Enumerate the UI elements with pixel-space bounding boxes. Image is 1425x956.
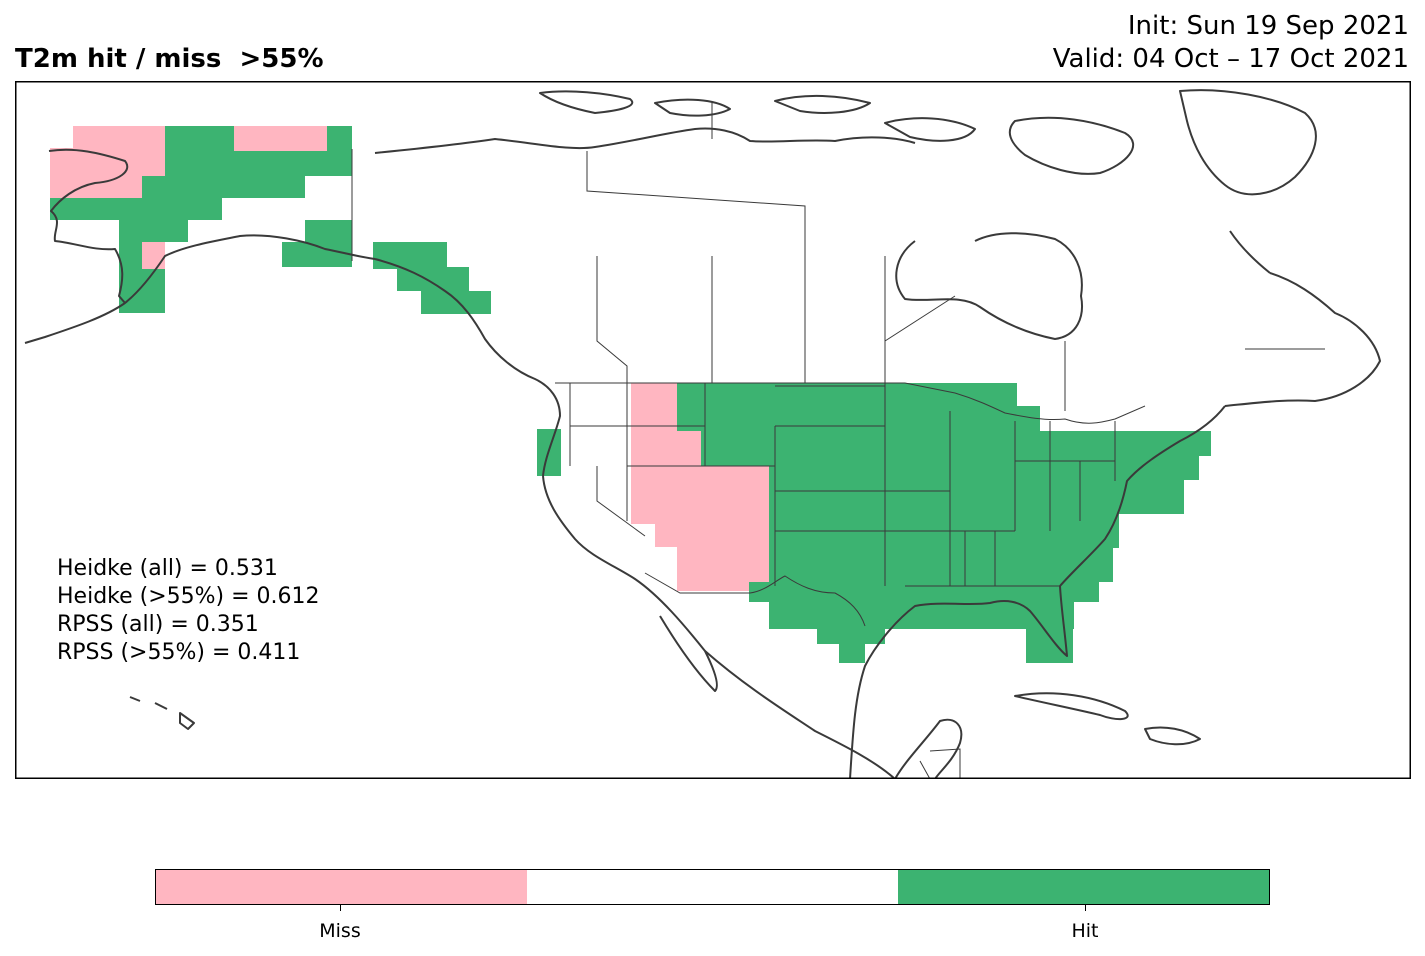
map-title: T2m hit / miss >55%	[15, 44, 324, 74]
hit-cell	[839, 644, 865, 663]
hawaii	[129, 696, 195, 730]
map-frame	[15, 81, 1411, 779]
alaska-peninsula	[24, 302, 126, 344]
colorbar-tick-hit	[1085, 905, 1086, 911]
canada-east-coast	[1224, 272, 1381, 407]
central-america-borders	[919, 748, 961, 779]
hispaniola	[1144, 726, 1201, 746]
hit-cell	[1017, 406, 1040, 431]
hit-cell	[119, 220, 188, 242]
us-mexico-border	[644, 572, 866, 627]
us-state-borders	[569, 383, 1116, 587]
hit-cell	[769, 548, 1113, 582]
date-info: Init: Sun 19 Sep 2021 Valid: 04 Oct – 17…	[1053, 10, 1409, 76]
miss-cell	[234, 126, 327, 151]
heidke-gt55: Heidke (>55%) = 0.612	[57, 584, 320, 609]
gulf-coast	[849, 585, 1068, 779]
colorbar-miss	[156, 870, 527, 904]
labrador	[1229, 230, 1271, 274]
colorbar-label-hit: Hit	[1071, 920, 1099, 942]
hit-cell	[749, 582, 1099, 602]
miss-cell	[73, 126, 165, 148]
hit-cell	[50, 198, 222, 220]
miss-cell	[142, 242, 165, 269]
hit-cell	[165, 151, 352, 176]
score-box: Heidke (all) = 0.531 Heidke (>55%) = 0.6…	[57, 555, 320, 667]
hit-cell	[421, 291, 491, 314]
map-panel	[15, 81, 1411, 779]
init-date: Init: Sun 19 Sep 2021	[1127, 11, 1409, 41]
miss-cell	[631, 431, 701, 466]
colorbar-hit	[898, 870, 1269, 904]
colorbar-neutral	[527, 870, 898, 904]
miss-cell	[631, 383, 677, 431]
hit-cell	[817, 629, 885, 644]
rpss-all: RPSS (all) = 0.351	[57, 612, 259, 637]
us-west-coast	[542, 475, 718, 692]
mexico-west-coast	[704, 650, 896, 779]
miss-cell	[655, 466, 769, 524]
yucatan	[894, 718, 963, 779]
us-canada-border	[555, 382, 1146, 424]
colorbar	[155, 869, 1270, 905]
hit-cell	[327, 126, 352, 151]
hit-cell	[1071, 431, 1211, 456]
canada-west-coast	[374, 258, 561, 477]
political-borders	[351, 101, 1325, 779]
cuba	[1014, 692, 1129, 721]
hit-cell	[701, 431, 1071, 466]
hit-cell	[142, 269, 165, 313]
hit-cell	[373, 242, 447, 269]
hit-cell	[142, 176, 305, 198]
province-borders	[586, 101, 1325, 411]
miss-cell	[631, 466, 655, 524]
rpss-gt55: RPSS (>55%) = 0.411	[57, 640, 301, 665]
coastlines	[24, 89, 1381, 779]
miss-cell	[655, 524, 769, 547]
arctic-islands	[539, 89, 1317, 196]
hit-cell	[769, 466, 1069, 514]
colorbar-tick-miss	[340, 905, 341, 911]
forecast-cells	[50, 126, 1211, 663]
valid-period: Valid: 04 Oct – 17 Oct 2021	[1052, 44, 1409, 74]
arctic-coast	[374, 127, 916, 154]
hit-cell	[677, 383, 1017, 431]
us-east-coast	[1059, 405, 1226, 587]
colorbar-label-miss: Miss	[319, 920, 361, 942]
alaska-coast	[48, 148, 376, 304]
hit-cell	[1069, 456, 1199, 480]
hudson-bay	[895, 232, 1083, 340]
hit-cell	[165, 126, 234, 151]
heidke-all: Heidke (all) = 0.531	[57, 556, 278, 581]
